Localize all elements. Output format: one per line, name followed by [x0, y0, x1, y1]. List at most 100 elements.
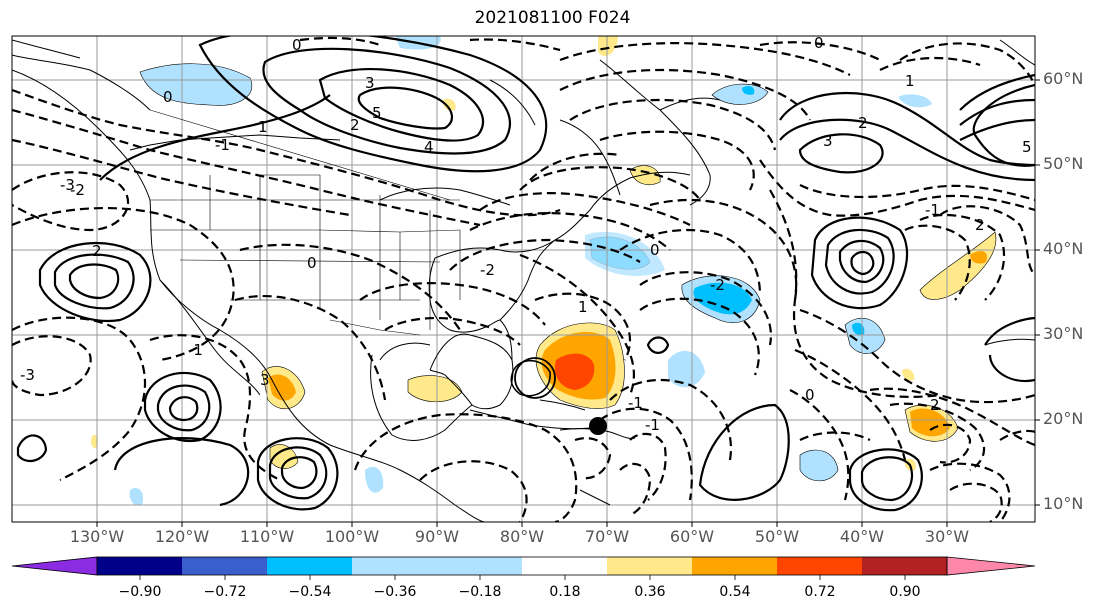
contour-dashed [759, 41, 881, 61]
colorbar-outline [96, 556, 948, 576]
lon-ticks [96, 522, 948, 527]
contour-dashed [384, 316, 521, 346]
negative-anomaly-cyan [742, 86, 755, 95]
contour-dashed [353, 413, 578, 522]
positive-anomaly-yellow [269, 444, 299, 469]
contour-label: 3 [823, 132, 833, 150]
lon-label: 130°W [69, 527, 125, 546]
contour-dashed [12, 171, 130, 232]
positive-anomaly-yellow [902, 368, 915, 381]
contour-solid [988, 354, 1035, 383]
lat-label: 60°N [1043, 69, 1084, 88]
contour-solid [959, 98, 1035, 126]
contour-dashed [469, 38, 561, 52]
contour-solid [168, 396, 199, 422]
contour-dashed [889, 402, 986, 471]
contour-dashed [759, 159, 1035, 217]
contour-label: -2 [480, 261, 495, 279]
lon-label: 90°W [414, 527, 460, 546]
contour-solid [318, 67, 484, 142]
contour-solid [68, 263, 120, 300]
contour-solid [256, 437, 339, 511]
contour-solid [798, 133, 884, 174]
contour-label: 2 [858, 114, 868, 132]
negative-anomaly-lightblue [668, 350, 705, 388]
contour-dashed [299, 36, 381, 47]
storm-center-marker [589, 417, 607, 435]
political-borders [149, 109, 461, 336]
negative-anomaly-lightblue [898, 94, 932, 108]
lon-label: 60°W [669, 527, 715, 546]
negative-anomaly-cyan [852, 322, 865, 335]
map-frame [11, 35, 1036, 523]
contour-dashed [899, 42, 1035, 86]
contour-label: -1 [188, 341, 203, 359]
colorbar-tick-label: 0.72 [804, 584, 836, 600]
contour-solid [959, 73, 1035, 111]
contour-label: 3 [260, 371, 270, 389]
colorbar-segment [437, 557, 522, 575]
contour-dashed [919, 213, 1005, 301]
colorbar-tick-label: −0.54 [288, 584, 332, 600]
contour-solid [984, 316, 1035, 346]
contour-solid [16, 434, 48, 463]
colorbar-tick-label: −0.90 [118, 584, 162, 600]
contour-solid [510, 359, 551, 397]
contour-labels: 0 3 5 4 2 1 -1 -2 -3 0 2 -1 3 5 1 2 0 -2… [20, 36, 1032, 434]
contour-label: 0 [805, 386, 815, 404]
contour-label: 2 [350, 116, 360, 134]
positive-anomaly-yellow [919, 231, 997, 300]
colorbar-segment [182, 557, 267, 575]
contour-dashed [359, 282, 546, 326]
contour-label: -3 [60, 176, 75, 194]
colorbar-segment [352, 557, 437, 575]
colorbar-segment [607, 557, 692, 575]
colorbar-segment [777, 557, 862, 575]
contour-dashed [12, 138, 351, 217]
colorbar-segment [522, 557, 607, 575]
contour-label: -1 [628, 394, 643, 412]
contour-dashed [149, 334, 281, 481]
negative-anomaly-lightblue [799, 449, 839, 482]
contour-solid [646, 336, 670, 354]
contour-solid [113, 437, 250, 507]
contour-dashed [559, 42, 851, 76]
positive-anomaly-orange [268, 374, 296, 401]
contour-dashed [569, 98, 777, 151]
contour-solid [99, 94, 331, 181]
contour-dashed [574, 437, 612, 480]
lat-label: 30°N [1043, 324, 1084, 343]
negative-anomaly-lightblue [365, 466, 384, 493]
contour-solid [53, 253, 135, 310]
lat-ticks [1035, 79, 1040, 506]
contour-solid [824, 228, 895, 295]
plot-title: 2021081100 F024 [474, 8, 631, 28]
contour-label: -1 [645, 416, 660, 434]
contour-dashed [619, 228, 762, 296]
contour-label: 5 [1022, 138, 1032, 156]
contour-dashed [939, 205, 1035, 276]
contour-dashed [529, 152, 621, 181]
contour-lines [12, 36, 1035, 522]
colorbar-tick-label: 0.54 [719, 584, 751, 600]
contour-label: -3 [20, 366, 35, 384]
colorbar-tick-label: −0.18 [458, 584, 502, 600]
contour-dashed [609, 378, 733, 461]
lon-label: 120°W [154, 527, 210, 546]
contour-label: 5 [372, 104, 382, 122]
contour-dashed [799, 431, 871, 441]
lat-label: 10°N [1043, 494, 1084, 513]
contour-dashed [619, 462, 652, 517]
contour-label: 0 [163, 88, 173, 106]
contour-dashed [789, 389, 850, 501]
contour-label: -2 [70, 181, 85, 199]
contour-dashed [559, 68, 811, 121]
contour-solid [838, 239, 885, 284]
contour-solid [357, 86, 453, 130]
contour-solid [972, 83, 1035, 167]
contour-label: 2 [92, 242, 102, 260]
contour-dashed [234, 294, 387, 401]
contour-solid [810, 216, 909, 310]
positive-anomaly-orange [910, 408, 950, 437]
storm-outline-marker [514, 357, 556, 399]
